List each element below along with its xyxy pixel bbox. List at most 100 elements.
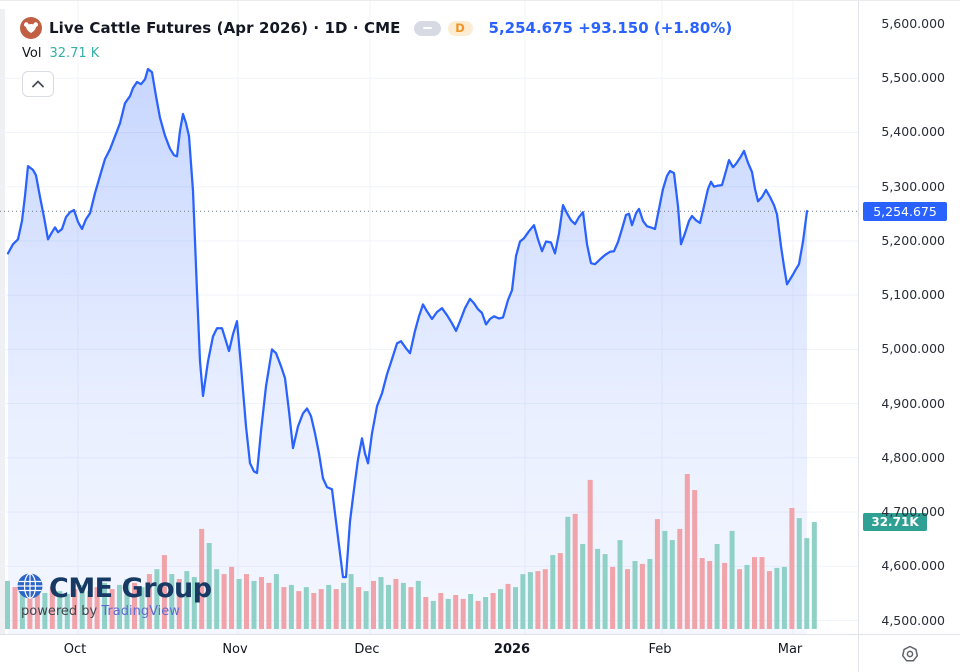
volume-bar: [64, 594, 70, 629]
volume-bar: [288, 584, 294, 629]
volume-bar: [617, 540, 623, 629]
volume-bar: [610, 566, 616, 629]
volume-bar: [699, 558, 705, 629]
volume-bar: [259, 577, 264, 629]
volume-bar: [647, 559, 653, 629]
volume-bar: [124, 579, 130, 629]
volume-bar: [273, 574, 279, 629]
time-axis[interactable]: Oct Nov Dec 2026 Feb Mar: [0, 634, 858, 672]
volume-bar: [505, 583, 511, 629]
interval-minus-badge: [413, 20, 441, 36]
volume-bar: [326, 584, 332, 629]
volume-bar: [5, 580, 10, 629]
volume-bar: [415, 580, 421, 629]
volume-bar: [132, 582, 137, 629]
volume-bar: [12, 587, 18, 629]
volume-bar: [57, 591, 63, 629]
volume-bar: [707, 561, 713, 629]
volume-bar: [677, 528, 683, 629]
price-axis-label: 4,500.000: [881, 612, 945, 628]
volume-bar: [87, 591, 93, 629]
volume-bar: [460, 598, 466, 629]
volume-bar: [490, 593, 496, 629]
volume-bar: [759, 557, 765, 629]
volume-bar: [34, 589, 40, 629]
volume-bar: [356, 587, 362, 629]
volume-bar: [632, 561, 638, 629]
volume-bar: [602, 554, 608, 629]
volume-bar: [251, 580, 257, 629]
volume-bar: [535, 571, 541, 629]
volume-bar: [139, 587, 145, 629]
volume-bar: [191, 577, 197, 629]
volume-bar: [669, 540, 675, 629]
volume-bar: [348, 574, 354, 629]
volume-bar: [221, 574, 227, 629]
volume-bar: [296, 591, 302, 629]
tradingview-link[interactable]: TradingView: [101, 604, 180, 619]
price-axis-label: 5,300.000: [881, 178, 945, 194]
volume-bar: [811, 522, 817, 629]
last-price-readout: 5,254.675 +93.150 (+1.80%): [488, 19, 733, 37]
volume-bar: [341, 582, 347, 629]
volume-bar: [565, 516, 571, 629]
volume-bar: [117, 584, 122, 629]
time-axis-label: Oct: [63, 642, 87, 657]
volume-bar: [781, 566, 787, 629]
price-axis[interactable]: 5,254.675 32.71K 5,600.000 5,500.000 5,400…: [858, 1, 960, 634]
volume-bar: [445, 598, 451, 629]
volume-bar: [199, 528, 205, 629]
symbol-title[interactable]: Live Cattle Futures (Apr 2026) · 1D · CM…: [49, 19, 401, 37]
price-axis-label: 5,100.000: [881, 287, 945, 303]
volume-row: Vol 32.71 K: [22, 46, 732, 61]
volume-bar: [229, 566, 235, 629]
axis-settings-corner[interactable]: [858, 634, 960, 672]
volume-bar: [49, 587, 55, 629]
volume-bar: [371, 580, 376, 629]
collapse-legend-button[interactable]: [22, 71, 54, 97]
price-axis-label: 5,000.000: [881, 341, 945, 357]
volume-bar: [281, 587, 287, 629]
last-price-axis-badge: 5,254.675: [863, 201, 947, 221]
volume-bar: [236, 579, 242, 629]
volume-bar: [580, 544, 586, 629]
price-axis-label: 4,900.000: [881, 395, 945, 411]
volume-bar: [400, 582, 406, 629]
volume-bar: [662, 530, 668, 629]
volume-bar: [311, 593, 317, 629]
vol-value: 32.71 K: [49, 46, 100, 61]
volume-bar: [475, 600, 481, 629]
volume-bar: [378, 577, 384, 629]
attribution: CME Group powered by TradingView: [16, 572, 212, 619]
legend-title-row: Live Cattle Futures (Apr 2026) · 1D · CM…: [20, 17, 732, 39]
volume-bar: [79, 584, 85, 629]
volume-bar: [684, 474, 690, 629]
cattle-icon: [20, 17, 42, 39]
volume-bar: [766, 571, 772, 629]
volume-bar: [625, 569, 630, 629]
vol-label: Vol: [22, 46, 42, 61]
volume-bar: [393, 579, 399, 629]
price-axis-label: 5,600.000: [881, 16, 945, 31]
time-axis-label: Dec: [354, 642, 380, 657]
price-axis-label: 4,600.000: [881, 558, 945, 574]
volume-bar: [146, 574, 152, 629]
volume-bar: [498, 589, 503, 629]
price-axis-label: 5,500.000: [881, 70, 945, 86]
powered-by-label: powered by: [21, 604, 98, 619]
volume-bar: [94, 587, 100, 629]
volume-bar: [42, 593, 48, 629]
volume-bar: [752, 557, 757, 629]
time-axis-label: Nov: [222, 642, 248, 657]
volume-bars: [5, 474, 817, 629]
volume-bar: [363, 591, 369, 629]
chart-plot-area[interactable]: [0, 1, 858, 634]
volume-axis-badge: 32.71K: [863, 513, 927, 532]
volume-bar: [722, 562, 728, 629]
volume-bar: [318, 589, 324, 629]
volume-bar: [737, 569, 743, 629]
price-axis-label: 4,700.000: [881, 504, 945, 520]
cme-group-logo-text[interactable]: CME Group: [49, 572, 212, 604]
interval-d-badge: D: [447, 20, 473, 36]
